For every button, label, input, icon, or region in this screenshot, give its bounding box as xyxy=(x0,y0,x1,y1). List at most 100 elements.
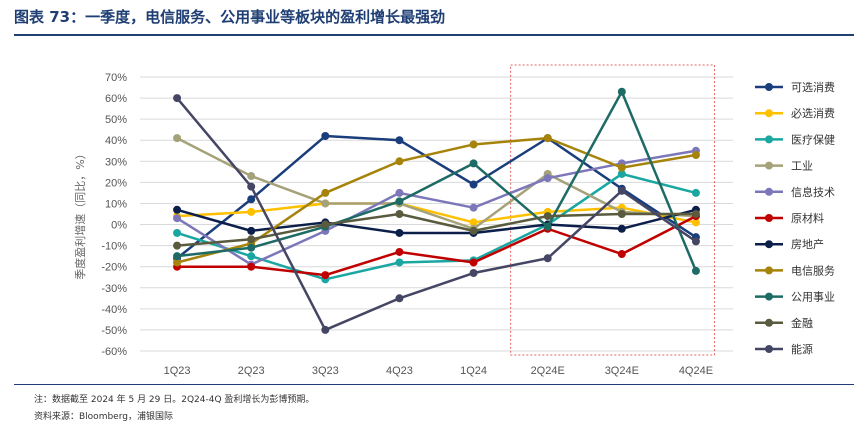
legend-swatch-marker xyxy=(765,214,773,222)
legend-item: 电信服务 xyxy=(755,264,835,277)
data-point xyxy=(543,222,552,231)
y-tick-label: 50% xyxy=(105,114,127,126)
legend-swatch-marker xyxy=(765,318,773,327)
legend-label: 工业 xyxy=(791,160,813,173)
data-point xyxy=(395,258,404,267)
legend-item: 医疗保健 xyxy=(755,132,835,146)
series-line xyxy=(176,208,697,235)
data-point xyxy=(395,210,404,218)
data-point xyxy=(543,212,552,221)
legend-item: 工业 xyxy=(755,160,813,173)
data-point xyxy=(691,188,700,197)
y-axis-ticks: 70% 60% 50% 40% 30% 20% 10% 0% -10% -20% -30% -40% -… xyxy=(101,72,127,358)
legend-swatch-marker xyxy=(765,83,773,91)
legend-label: 必选消费 xyxy=(791,106,835,120)
data-point xyxy=(321,220,330,229)
series-line xyxy=(176,134,697,260)
legend-item: 可选消费 xyxy=(755,80,835,94)
data-point xyxy=(469,140,478,149)
data-point xyxy=(247,235,256,244)
y-tick-label: -30% xyxy=(101,283,127,295)
series-line xyxy=(176,97,697,332)
data-point xyxy=(395,188,404,197)
data-point xyxy=(247,195,256,204)
data-point xyxy=(395,294,404,303)
data-point xyxy=(395,157,404,166)
figure-title-row: 图表 73：一季度，电信服务、公用事业等板块的盈利增长最强劲 xyxy=(14,6,854,32)
series-lines xyxy=(173,87,700,334)
y-tick-label: 60% xyxy=(105,93,127,105)
data-point xyxy=(173,252,182,261)
data-point xyxy=(247,226,256,235)
series-line xyxy=(177,214,697,277)
data-point xyxy=(395,247,404,256)
data-point xyxy=(617,169,626,178)
data-point xyxy=(469,180,478,189)
data-point xyxy=(617,224,626,233)
footer-rule xyxy=(14,384,854,385)
series-line xyxy=(176,149,697,266)
legend-item: 金融 xyxy=(755,316,813,330)
x-tick-label: 1Q24 xyxy=(460,365,487,377)
data-point xyxy=(691,266,700,275)
data-point xyxy=(617,87,626,96)
legend-label: 金融 xyxy=(791,316,813,330)
y-tick-label: 40% xyxy=(105,135,127,147)
data-point xyxy=(173,214,182,223)
data-point xyxy=(691,218,700,227)
data-point xyxy=(173,228,182,237)
series-公用事业 xyxy=(173,87,700,275)
x-axis-ticks: 1Q23 2Q23 3Q23 4Q23 1Q24 2Q24E 3Q24E 4Q24E xyxy=(164,365,713,377)
legend-label: 医疗保健 xyxy=(791,132,835,146)
legend-label: 可选消费 xyxy=(791,80,835,94)
y-tick-label: -20% xyxy=(101,262,127,274)
legend-item: 必选消费 xyxy=(755,106,835,120)
legend-swatch-marker xyxy=(765,240,773,249)
data-point xyxy=(469,258,478,267)
forecast-highlight-box xyxy=(510,64,715,356)
data-point xyxy=(173,205,182,214)
legend-swatch-marker xyxy=(765,135,773,144)
data-point xyxy=(395,197,404,206)
x-tick-label: 4Q24E xyxy=(679,365,713,377)
legend-swatch-marker xyxy=(765,161,773,170)
data-point xyxy=(173,94,182,103)
x-tick-label: 3Q23 xyxy=(312,365,339,377)
legend-item: 信息技术 xyxy=(755,185,835,199)
legend-item: 能源 xyxy=(755,342,813,356)
data-point xyxy=(691,150,700,159)
data-point xyxy=(173,134,182,143)
data-point xyxy=(173,258,182,267)
data-point xyxy=(247,172,256,181)
x-tick-label: 1Q23 xyxy=(164,365,191,377)
y-tick-label: -40% xyxy=(101,304,127,316)
data-point xyxy=(617,250,626,259)
legend-item: 房地产 xyxy=(755,237,824,251)
data-point xyxy=(321,271,330,280)
data-point xyxy=(395,228,404,237)
y-tick-label: 0% xyxy=(111,220,127,232)
y-tick-label: 10% xyxy=(105,198,127,210)
legend-label: 能源 xyxy=(791,342,813,356)
y-axis-label: 季度盈利增速（同比，%） xyxy=(73,148,87,279)
data-point xyxy=(469,226,478,235)
data-point xyxy=(247,252,256,261)
data-point xyxy=(321,199,330,208)
data-point xyxy=(543,254,552,263)
legend-item: 原材料 xyxy=(755,211,824,225)
data-point xyxy=(469,269,478,278)
data-point xyxy=(321,325,330,334)
data-point xyxy=(543,174,552,183)
series-line xyxy=(176,137,697,231)
legend-swatch-marker xyxy=(765,345,773,353)
title-rule xyxy=(14,34,854,36)
x-tick-label: 3Q24E xyxy=(605,365,639,377)
y-tick-label: 20% xyxy=(105,177,127,189)
data-point xyxy=(395,136,404,145)
data-point xyxy=(321,132,330,141)
legend-label: 房地产 xyxy=(791,237,824,251)
legend-swatch-marker xyxy=(765,266,773,275)
data-point xyxy=(469,159,478,168)
data-point xyxy=(247,262,256,271)
